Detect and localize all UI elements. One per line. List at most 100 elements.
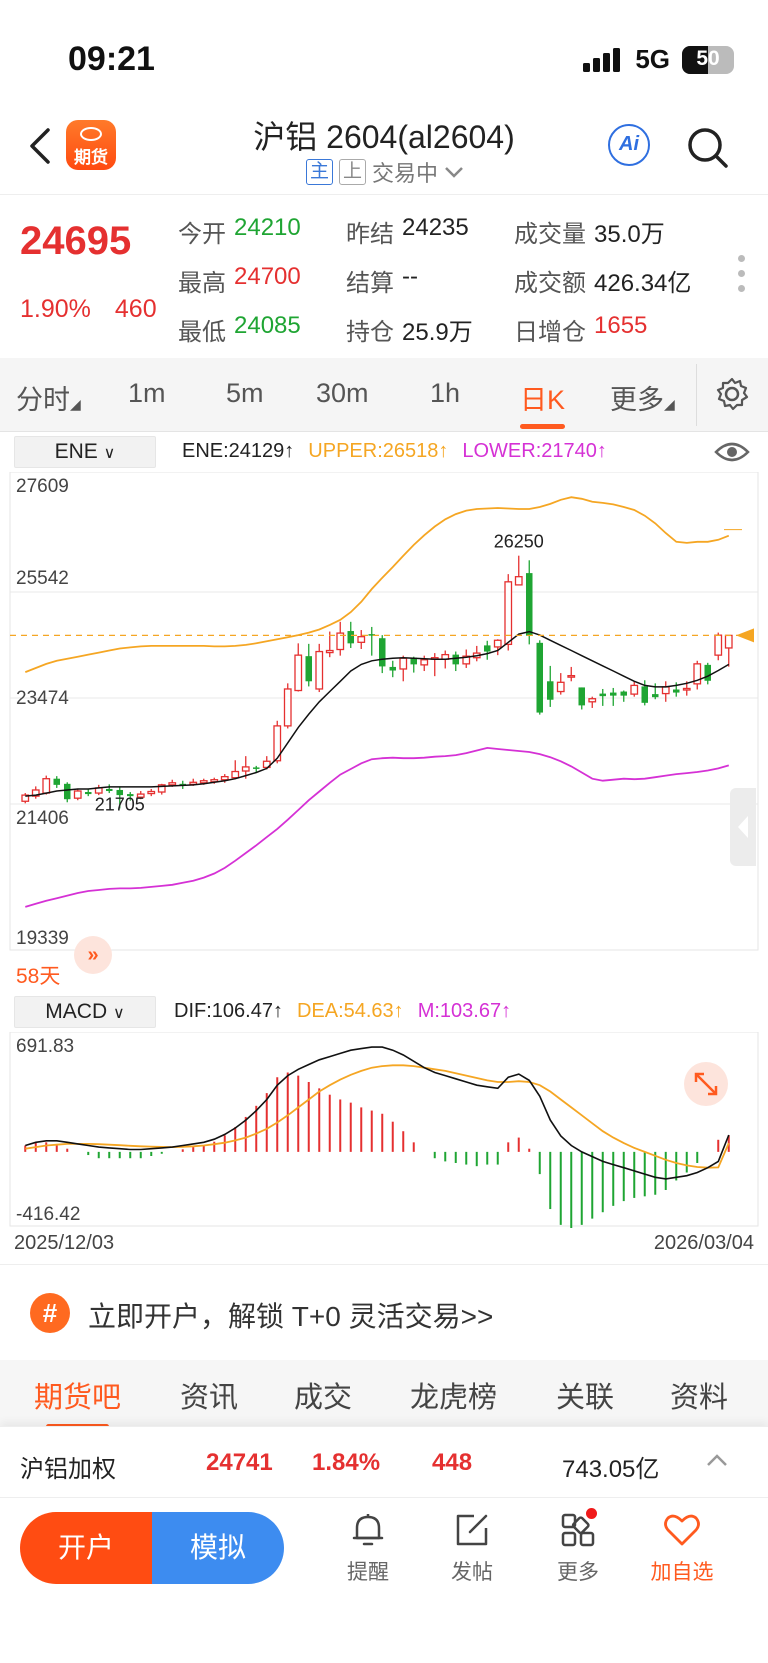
ene-selector[interactable]: ENE ∨ [14,436,156,468]
quote-label: 最低 [178,319,226,346]
tab-related[interactable]: 关联 [556,1382,615,1414]
tab-futures-forum[interactable]: 期货吧 [34,1374,121,1429]
open-account-button[interactable]: 开户 [20,1512,152,1584]
period-tab-daily[interactable]: 日K [520,378,566,429]
period-tab-1m[interactable]: 1m [128,378,166,408]
period-tab-5m[interactable]: 5m [226,378,264,408]
main-contract-tag: 主 [306,159,334,185]
change-percent: 1.90% [20,295,91,323]
quote-value: 426.34亿 [594,270,692,297]
grid-icon [561,1513,595,1547]
promo-text: 立即开户，解锁 T+0 灵活交易>> [88,1301,494,1332]
back-arrow-icon[interactable] [26,126,56,166]
candle-body [483,645,491,652]
post-button[interactable]: 发帖 [432,1512,512,1586]
candle-body [199,780,208,784]
last-price-marker [736,628,754,643]
side-panel-handle[interactable] [730,788,756,866]
end-date: 2026/03/04 [653,1232,754,1254]
eye-icon[interactable] [714,438,750,466]
remind-button[interactable]: 提醒 [328,1512,408,1586]
ai-assistant-button[interactable]: Ai [608,124,650,166]
candle-body [283,688,292,727]
candle-body [347,631,355,644]
weighted-pct: 1.84% [312,1449,381,1476]
macd-y-min: -416.42 [16,1204,81,1225]
fast-forward-icon[interactable]: » [74,936,112,974]
y-tick-label: 19339 [16,928,69,949]
tab-rankings[interactable]: 龙虎榜 [410,1382,498,1414]
candle-body [220,775,229,781]
candle-body [462,655,471,665]
candle-body [672,689,680,693]
quote-label: 结算 [346,270,394,297]
period-tab-1h[interactable]: 1h [430,378,461,408]
open-account-promo[interactable]: # 立即开户，解锁 T+0 灵活交易>> [0,1264,768,1360]
ene-upper-value: UPPER:26518↑ [308,440,449,462]
candle-body [599,693,607,697]
battery-icon: 50 [682,45,734,74]
period-tab-more[interactable]: 更多◢ [610,385,675,415]
candle-body [514,576,523,586]
tab-news[interactable]: 资讯 [180,1382,239,1414]
macd-indicator-row: MACD ∨ DIF:106.47↑ DEA:54.63↑ M:103.67↑ [0,992,768,1032]
tab-trades[interactable]: 成交 [294,1382,353,1414]
ene-mid-line [25,630,730,797]
candle-body [651,694,659,698]
simulate-button[interactable]: 模拟 [152,1512,284,1584]
macd-selector[interactable]: MACD ∨ [14,996,156,1028]
futures-logo[interactable]: 期货 [66,120,116,170]
quote-label: 昨结 [346,221,394,248]
quote-label: 成交量 [514,221,586,248]
expand-icon[interactable] [684,1062,728,1106]
quote-panel: 24695 1.90% 460 今开 24210 昨结 24235 成交量 35.0万… [0,194,768,358]
days-count: 58天 [16,965,61,988]
candle-body [682,687,691,691]
period-tab-timeshare[interactable]: 分时◢ [16,385,81,415]
candle-body [136,793,145,798]
candle-body [693,663,702,685]
candle-body [630,684,639,695]
macd-frame [9,1032,759,1227]
candle-body [493,639,502,648]
candle-body [252,767,260,769]
candle-body [31,789,40,797]
y-tick-label: 23474 [16,688,69,709]
period-tabs: 分时◢ 1m 5m 30m 1h 日K 更多◢ [0,358,768,432]
more-button[interactable]: 更多 [538,1508,618,1586]
weighted-amount: 743.05亿 [562,1456,660,1483]
hash-icon: # [30,1293,70,1333]
trading-status-row[interactable]: 主 上 交易中 [306,156,464,188]
candlestick-chart[interactable]: 26250 21705 [0,472,768,990]
tab-profile[interactable]: 资料 [670,1382,729,1414]
more-dots-icon[interactable] [738,255,746,300]
candle-body [504,581,513,646]
candle-body [378,638,386,667]
candle-body [84,792,92,795]
battery-level: 50 [696,46,720,70]
candle-body [126,794,134,797]
last-price: 24695 [20,219,132,263]
bell-icon [352,1514,384,1546]
candle-body [609,692,617,696]
quote-grid: 今开 24210 昨结 24235 成交量 35.0万 最高 24700 结算 -- 成交… [178,207,744,354]
add-watchlist-button[interactable]: 加自选 [642,1512,722,1586]
ene-lower-value: LOWER:21740↑ [462,440,607,462]
gear-icon[interactable] [714,376,750,412]
page-title: 沪铝 2604(al2604) [253,119,515,155]
post-label: 发帖 [451,1561,493,1584]
candle-body [536,642,544,713]
remind-label: 提醒 [347,1561,389,1584]
quote-value: 35.0万 [594,221,665,248]
search-icon[interactable] [686,126,730,170]
edit-icon [456,1514,488,1546]
period-tab-30m[interactable]: 30m [316,378,369,408]
macd-chart[interactable] [0,1032,768,1228]
candle-body [157,784,166,793]
status-bar: 09:21 5G 50 [0,0,768,110]
lower-band-line [25,746,730,908]
candle-body [241,766,250,772]
weighted-index-bar[interactable]: 沪铝加权 24741 1.84% 448 743.05亿 [0,1426,768,1498]
chevron-up-icon[interactable] [706,1453,728,1467]
quote-value: 24235 [402,214,469,241]
